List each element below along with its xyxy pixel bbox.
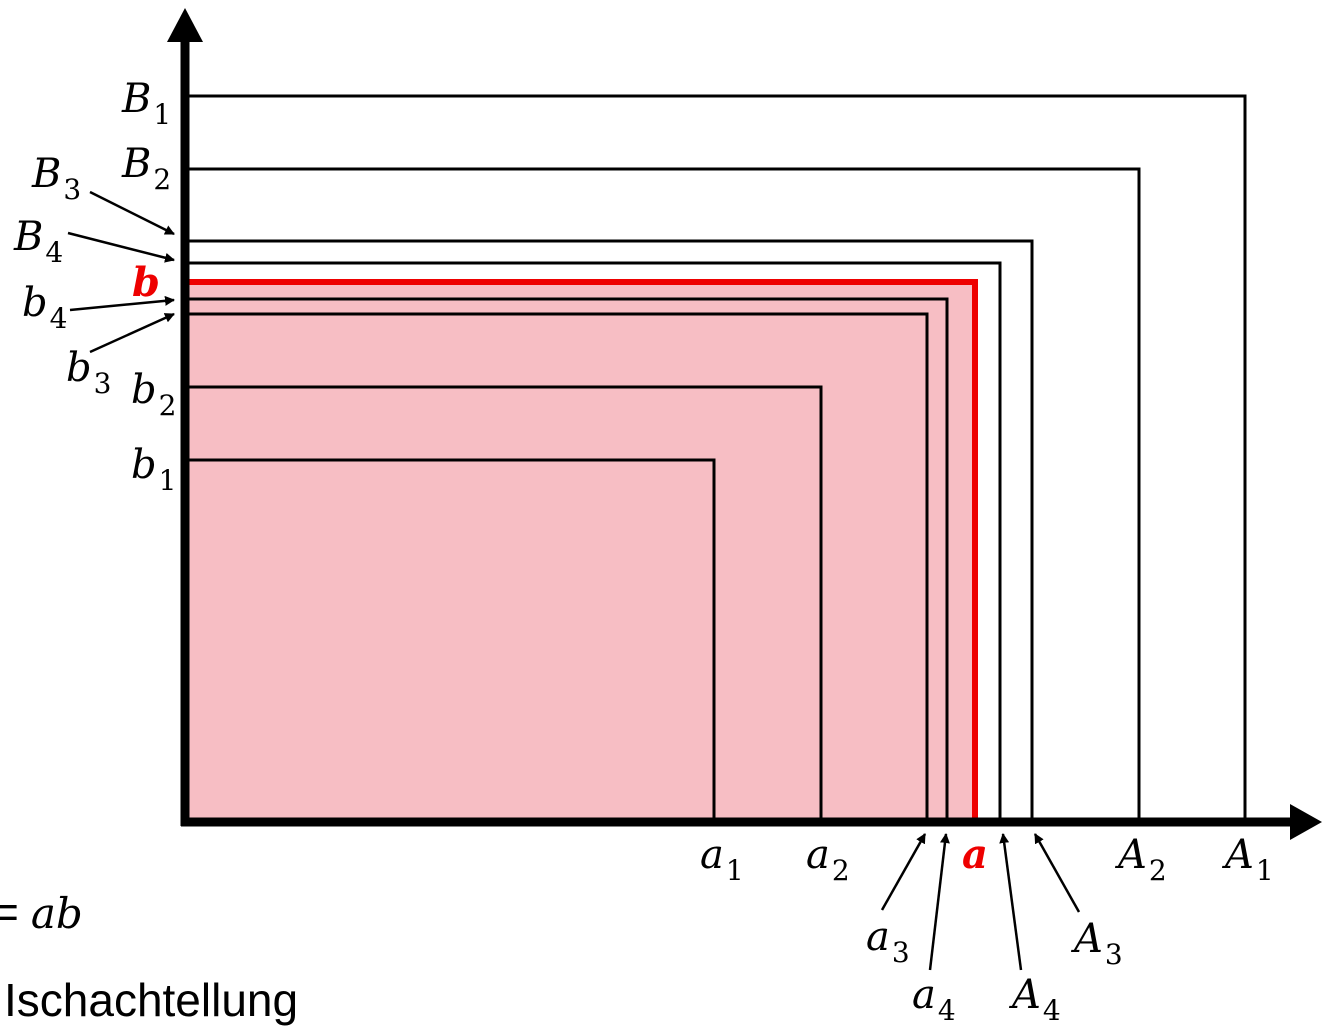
- arrow-b4: [69, 295, 175, 312]
- label-A3: A3: [1070, 916, 1123, 971]
- arrow-A3: [1033, 833, 1081, 913]
- label-a2: a2: [806, 832, 850, 887]
- label-a4: a4: [912, 972, 956, 1027]
- shaded-area: [185, 282, 975, 822]
- label-A2: A2: [1114, 832, 1167, 887]
- label-b4: b4: [22, 280, 67, 335]
- formula: = ab: [0, 886, 83, 938]
- outer-rect-4: [185, 261, 1002, 822]
- label-B3: B3: [31, 151, 81, 206]
- arrow-B3: [89, 190, 175, 236]
- inner-rect-3: [185, 312, 929, 822]
- label-a: a: [962, 831, 988, 878]
- label-A1: A1: [1221, 832, 1274, 887]
- arrow-b3: [89, 312, 175, 354]
- outer-rect-1: [185, 94, 1247, 822]
- inner-rect-4: [185, 297, 949, 822]
- label-B1: B1: [121, 76, 171, 131]
- caption: Ischachtellung: [4, 974, 298, 1026]
- label-a1: a1: [700, 832, 744, 887]
- arrow-B4: [67, 231, 175, 263]
- x-axis-arrow: [1290, 804, 1322, 840]
- label-B4: B4: [13, 214, 63, 269]
- arrow-a4: [928, 833, 950, 971]
- label-b: b: [132, 259, 160, 306]
- label-b3: b3: [66, 345, 111, 400]
- label-A4: A4: [1008, 972, 1061, 1027]
- label-b1: b1: [131, 442, 176, 497]
- arrow-A4: [999, 833, 1023, 971]
- outer-rect-2: [185, 167, 1141, 822]
- limit-rect: [185, 279, 978, 822]
- label-b2: b2: [131, 367, 176, 422]
- label-a3: a3: [866, 914, 910, 969]
- y-axis-arrow: [167, 8, 203, 42]
- inner-rect-2: [185, 385, 823, 822]
- inner-rect-1: [185, 458, 716, 822]
- label-B2: B2: [121, 141, 171, 196]
- arrow-a3: [880, 833, 927, 911]
- outer-rect-3: [185, 239, 1034, 822]
